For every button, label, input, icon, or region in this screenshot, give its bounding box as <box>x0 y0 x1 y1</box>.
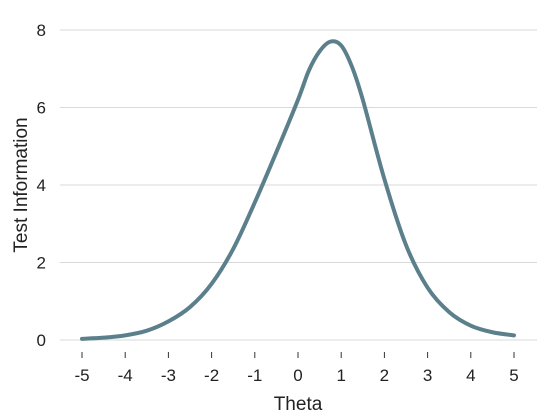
y-tick-label-4: 4 <box>37 176 46 195</box>
series-layer <box>80 39 516 341</box>
x-tick-label-1: 1 <box>336 366 345 385</box>
x-tick-label-0: 0 <box>293 366 302 385</box>
x-tick-label--4: -4 <box>118 366 133 385</box>
x-tick-label-3: 3 <box>423 366 432 385</box>
x-axis-title: Theta <box>274 394 323 415</box>
y-axis: 0 2 4 6 8 <box>37 21 46 350</box>
x-axis: -5 -4 -3 -2 -1 0 1 2 3 4 5 <box>74 352 519 385</box>
x-tick-label--5: -5 <box>74 366 89 385</box>
x-tick-label-5: 5 <box>509 366 518 385</box>
x-tick-label--3: -3 <box>161 366 176 385</box>
y-tick-label-0: 0 <box>37 331 46 350</box>
y-axis-title: Test Information <box>11 117 32 252</box>
y-tick-label-2: 2 <box>37 254 46 273</box>
x-tick-label-4: 4 <box>466 366 475 385</box>
series-line-0 <box>80 39 516 341</box>
x-tick-label--1: -1 <box>247 366 262 385</box>
y-tick-label-8: 8 <box>37 21 46 40</box>
x-tick-label-2: 2 <box>380 366 389 385</box>
y-tick-label-6: 6 <box>37 99 46 118</box>
x-tick-label--2: -2 <box>204 366 219 385</box>
grid-lines <box>60 29 537 341</box>
